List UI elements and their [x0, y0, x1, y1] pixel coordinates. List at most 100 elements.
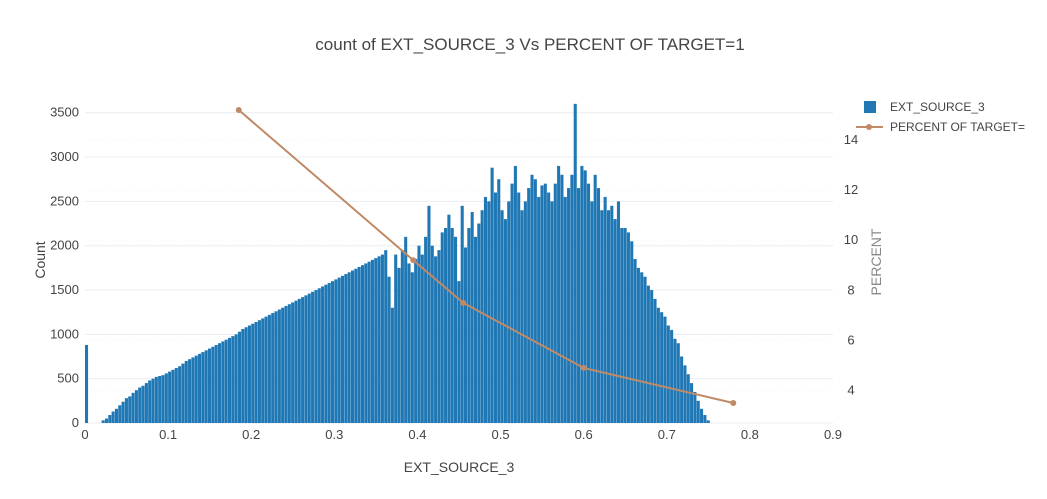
histogram-bar: [693, 391, 697, 423]
x-axis-title: EXT_SOURCE_3: [404, 459, 515, 475]
histogram-bar: [580, 165, 584, 423]
histogram-bar: [311, 291, 315, 423]
y-tick-label: 3500: [50, 105, 79, 120]
histogram-bar: [567, 188, 571, 423]
x-axis-ticks: 0 0.1 0.2 0.3 0.4 0.5 0.6 0.7 0.8 0.9: [81, 427, 842, 442]
histogram-bar: [666, 325, 670, 423]
histogram-bar: [171, 369, 175, 423]
histogram-bar: [537, 196, 541, 423]
histogram-bar: [337, 277, 341, 423]
histogram-bar: [547, 192, 551, 423]
histogram-bar: [590, 201, 594, 423]
histogram-bar: [354, 268, 358, 423]
histogram-bar: [477, 223, 481, 423]
histogram-bar: [204, 350, 208, 423]
histogram-bar: [463, 247, 468, 423]
histogram-bar: [596, 188, 601, 423]
histogram-bar: [357, 266, 361, 423]
histogram-bar: [114, 408, 118, 423]
histogram-bar: [394, 254, 398, 423]
histogram-bar: [487, 201, 491, 423]
histogram-bar: [626, 232, 630, 423]
histogram-bar: [331, 281, 335, 423]
histogram-bar: [680, 356, 684, 423]
histogram-bar: [161, 375, 165, 423]
histogram-bar: [616, 201, 620, 423]
histogram-bar: [208, 348, 212, 423]
histogram-bar: [261, 318, 265, 423]
legend-item-bars[interactable]: EXT_SOURCE_3: [864, 100, 985, 114]
histogram-bar: [523, 201, 527, 423]
percent-line: [235, 107, 737, 406]
histogram-bar: [184, 360, 188, 423]
histogram-bar: [384, 250, 388, 423]
x-tick-label: 0.6: [575, 427, 593, 442]
histogram-bar: [427, 205, 431, 423]
histogram-bar: [407, 263, 411, 423]
histogram-bar: [211, 346, 215, 423]
histogram-bar: [251, 323, 255, 423]
histogram-bar: [424, 236, 428, 423]
histogram-bar: [444, 227, 448, 423]
histogram-bar: [603, 196, 607, 423]
histogram-bar: [550, 201, 554, 423]
histogram-bar: [101, 420, 105, 423]
y-tick-label: 2500: [50, 193, 79, 208]
histogram-bar: [673, 338, 677, 423]
histogram-bar: [570, 174, 574, 423]
histogram-bar: [583, 170, 587, 423]
y2-tick-label: 12: [844, 182, 858, 197]
histogram-bar: [623, 227, 627, 423]
histogram-bar: [154, 376, 158, 423]
legend-label-bars: EXT_SOURCE_3: [890, 100, 985, 114]
histogram-bar: [507, 201, 511, 423]
histogram-bar: [437, 250, 441, 423]
histogram-bar: [410, 272, 414, 423]
histogram-bar: [287, 304, 291, 423]
histogram-bar: [367, 261, 371, 423]
percent-line-point: [460, 299, 467, 306]
y2-tick-label: 6: [847, 332, 854, 347]
y-axis-ticks: 0 500 1000 1500 2000 2500 3000 3500: [50, 105, 79, 430]
histogram-bar: [553, 183, 557, 423]
histogram-bar: [201, 352, 205, 423]
histogram-bar: [274, 311, 278, 423]
histogram-bar: [271, 313, 275, 423]
histogram-bar: [430, 245, 434, 423]
histogram-bar: [340, 275, 345, 423]
percent-line-point: [580, 364, 587, 371]
histogram-bar: [304, 295, 308, 423]
y-tick-label: 1000: [50, 326, 79, 341]
histogram-bar: [563, 196, 567, 423]
histogram-bar: [217, 343, 222, 423]
percent-line-point: [410, 257, 417, 264]
histogram-bar: [144, 383, 148, 423]
histogram-bar: [586, 183, 591, 423]
histogram-bar: [510, 183, 514, 423]
legend-bar-swatch: [864, 101, 876, 113]
histogram-bar: [420, 254, 424, 423]
histogram-bar: [650, 290, 654, 423]
histogram-bar: [148, 380, 152, 423]
legend[interactable]: EXT_SOURCE_3 PERCENT OF TARGET=: [856, 100, 1025, 134]
legend-item-line[interactable]: PERCENT OF TARGET=: [856, 120, 1025, 134]
histogram-bar: [560, 174, 564, 423]
histogram-bar: [636, 267, 640, 423]
histogram-bar: [490, 167, 494, 423]
histogram-bar: [643, 276, 647, 423]
histogram-bar: [181, 363, 185, 423]
histogram-bar: [281, 307, 285, 423]
histogram-bar: [610, 205, 614, 423]
x-tick-label: 0.3: [325, 427, 343, 442]
histogram-bar: [700, 408, 704, 423]
histogram-bar: [690, 383, 694, 423]
histogram-bar: [224, 339, 228, 423]
histogram-bar: [447, 214, 451, 423]
histogram-bar: [128, 396, 132, 423]
histogram-bar: [670, 329, 674, 423]
histogram-bar: [138, 387, 142, 423]
x-tick-label: 0: [81, 427, 88, 442]
histogram-bar: [104, 418, 109, 423]
histogram-bar: [434, 256, 438, 423]
histogram-bar: [513, 165, 517, 423]
